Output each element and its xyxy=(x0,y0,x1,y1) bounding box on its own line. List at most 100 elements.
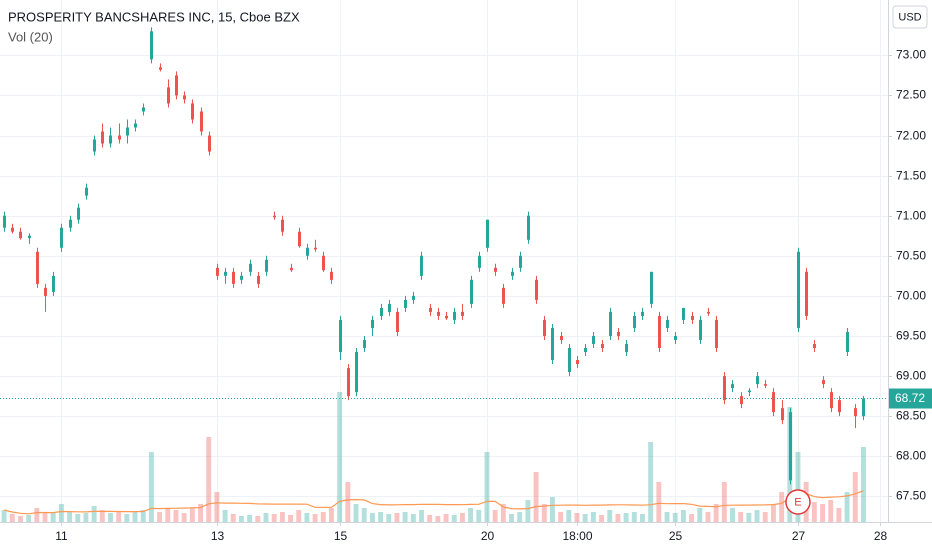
volume-bar xyxy=(615,514,621,522)
volume-bar xyxy=(631,512,637,522)
volume-bar xyxy=(795,452,801,522)
candle-body xyxy=(715,319,718,348)
volume-bar xyxy=(34,508,40,522)
volume-bar xyxy=(99,510,105,522)
y-tick-label: 69.00 xyxy=(896,369,926,383)
candle-body xyxy=(183,95,186,100)
volume-bar xyxy=(329,508,334,522)
volume-bar xyxy=(18,516,23,522)
candle-body xyxy=(420,255,423,276)
volume-bar xyxy=(705,512,711,522)
y-tick-label: 70.00 xyxy=(896,289,926,303)
candle-body xyxy=(609,311,612,336)
volume-bar xyxy=(762,512,768,522)
currency-label[interactable]: USD xyxy=(898,11,921,23)
candle-body xyxy=(363,339,366,348)
candle-body xyxy=(691,315,694,320)
candle-body xyxy=(371,319,374,328)
volume-bar xyxy=(198,504,203,522)
indicator-label: Vol (20) xyxy=(8,29,53,44)
volume-bar xyxy=(443,514,449,522)
volume-bar xyxy=(361,508,367,522)
candle-body xyxy=(404,299,407,308)
volume-bar xyxy=(353,504,359,522)
candle-body xyxy=(592,335,595,344)
volume-bar xyxy=(820,504,825,522)
volume-bar xyxy=(525,500,531,522)
y-tick-label: 69.50 xyxy=(896,329,926,343)
volume-bar xyxy=(378,512,384,522)
candle-body xyxy=(52,275,55,292)
volume-bar xyxy=(558,512,564,522)
volume-bar xyxy=(402,512,408,522)
candle-body xyxy=(502,287,505,304)
candles xyxy=(3,27,865,485)
volume-bar xyxy=(746,513,752,522)
earnings-label[interactable]: E xyxy=(794,496,801,508)
volume-bar xyxy=(116,512,122,522)
candle-body xyxy=(60,227,63,248)
candle-body xyxy=(707,311,710,314)
volume-bar xyxy=(836,508,842,522)
volume-bar xyxy=(721,482,727,522)
candle-body xyxy=(731,384,734,389)
candle-body xyxy=(650,271,653,304)
volume-bar xyxy=(247,515,253,522)
candle-body xyxy=(437,311,440,316)
volume-bar xyxy=(574,513,580,522)
volume-bar xyxy=(738,512,744,522)
candle-body xyxy=(543,319,546,336)
candle-body xyxy=(576,360,579,365)
candle-body xyxy=(306,247,309,256)
candle-body xyxy=(805,271,808,316)
volume-bar xyxy=(108,513,113,522)
last-price-box xyxy=(889,388,932,409)
volume-bar xyxy=(451,515,457,522)
candle-body xyxy=(470,279,473,304)
volume-bar xyxy=(549,497,555,522)
volume-bar xyxy=(345,482,351,522)
candle-body xyxy=(281,219,284,232)
volume-bar xyxy=(713,504,719,522)
candle-body xyxy=(28,235,31,239)
candle-body xyxy=(633,315,636,328)
candle-body xyxy=(175,75,178,96)
volume-bar xyxy=(476,510,482,522)
candle-body xyxy=(330,271,333,280)
candle-body xyxy=(781,408,784,421)
candle-body xyxy=(854,408,857,417)
volume-bar xyxy=(42,512,48,522)
candle-body xyxy=(461,311,464,316)
candle-body xyxy=(265,259,268,272)
candle-body xyxy=(109,135,112,144)
candle-body xyxy=(93,139,96,152)
volume-bar xyxy=(91,506,97,522)
candle-body xyxy=(142,107,145,112)
candle-body xyxy=(568,348,571,373)
candle-body xyxy=(601,343,604,348)
candle-body xyxy=(682,307,685,320)
last-price-label: 68.72 xyxy=(895,391,925,405)
volume-bar xyxy=(50,513,56,522)
candle-body xyxy=(772,392,775,413)
volume-bar xyxy=(754,510,760,522)
volume-bar xyxy=(140,510,146,522)
volume-bar xyxy=(599,515,605,522)
volume-bar xyxy=(860,447,866,522)
candle-body xyxy=(723,376,726,401)
volume-bar xyxy=(83,513,89,522)
earnings-marker[interactable] xyxy=(785,489,811,515)
volume-bar xyxy=(500,504,506,522)
volume-bar xyxy=(230,514,236,522)
volume-bar xyxy=(509,514,514,522)
currency-button[interactable] xyxy=(892,5,928,29)
volume-bar xyxy=(623,513,629,522)
candle-body xyxy=(314,247,317,250)
y-tick-label: 70.50 xyxy=(896,249,926,263)
candle-body xyxy=(846,331,849,353)
volume-bar xyxy=(165,508,171,522)
candle-body xyxy=(658,315,661,348)
x-tick-label: 11 xyxy=(55,529,68,543)
y-tick-label: 67.50 xyxy=(896,489,926,503)
